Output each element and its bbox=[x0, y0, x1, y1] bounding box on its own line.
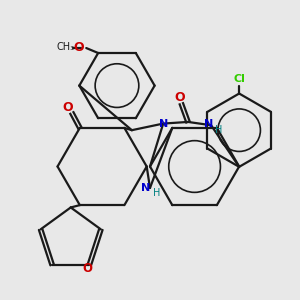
Text: N: N bbox=[205, 119, 214, 129]
Text: O: O bbox=[174, 91, 185, 104]
Text: O: O bbox=[82, 262, 92, 275]
Text: CH₃: CH₃ bbox=[56, 42, 74, 52]
Text: Cl: Cl bbox=[233, 74, 245, 84]
Text: N: N bbox=[159, 118, 168, 129]
Text: H: H bbox=[153, 188, 161, 198]
Text: N: N bbox=[141, 183, 151, 193]
Text: O: O bbox=[63, 100, 73, 114]
Text: O: O bbox=[73, 40, 84, 54]
Text: H: H bbox=[215, 125, 223, 135]
